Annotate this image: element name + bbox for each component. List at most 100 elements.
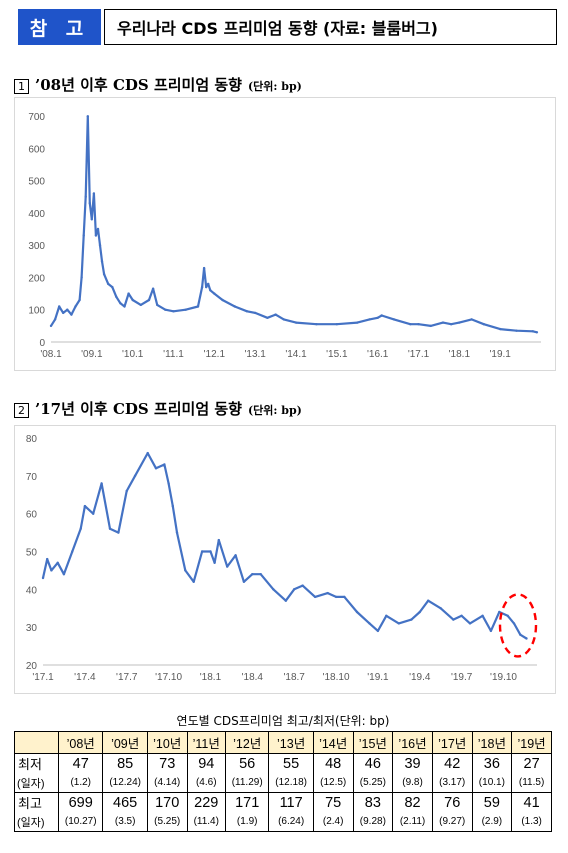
year-header: ’09년 — [102, 731, 148, 754]
x-tick-label: '10.1 — [122, 349, 144, 360]
min-date-label: (일자) — [14, 773, 59, 793]
data-point — [123, 305, 126, 308]
min-date: (5.25) — [352, 773, 394, 793]
data-point — [498, 610, 501, 614]
min-date: (11.29) — [224, 773, 270, 793]
table-header-corner — [14, 731, 59, 754]
max-date: (1.9) — [224, 812, 270, 832]
y-tick-label: 100 — [28, 306, 45, 317]
data-point — [233, 305, 236, 308]
section-1-number: 1 — [14, 79, 29, 94]
x-tick-label: '13.1 — [244, 349, 266, 360]
year-header: ’15년 — [352, 731, 394, 754]
data-point — [196, 305, 200, 308]
data-point — [397, 622, 400, 625]
max-value: 699 — [57, 792, 104, 813]
data-point — [376, 629, 380, 633]
data-point — [531, 330, 534, 333]
min-value: 36 — [471, 753, 513, 774]
min-date: (4.6) — [186, 773, 226, 793]
data-point — [151, 287, 155, 290]
max-date: (9.28) — [352, 812, 394, 832]
data-point — [92, 512, 95, 515]
min-value: 47 — [57, 753, 104, 774]
data-point — [56, 561, 59, 564]
max-value: 117 — [268, 792, 314, 813]
min-date: (12.24) — [102, 773, 148, 793]
max-label: 최고 — [14, 792, 59, 813]
section-1-unit: (단위: bp) — [247, 80, 302, 93]
year-header: ’16년 — [392, 731, 433, 754]
data-point — [207, 282, 210, 286]
data-point — [62, 311, 65, 315]
y-tick-label: 200 — [28, 273, 45, 284]
x-tick-label: '11.1 — [163, 349, 184, 360]
data-point — [259, 573, 262, 576]
x-tick-label: '18.7 — [283, 672, 305, 683]
data-point — [452, 618, 455, 621]
data-point — [209, 550, 212, 553]
data-point — [50, 569, 53, 572]
min-date: (9.8) — [392, 773, 433, 793]
data-point — [335, 323, 338, 326]
data-point — [525, 637, 528, 640]
data-point — [470, 318, 473, 321]
data-point — [94, 234, 98, 237]
min-value: 85 — [102, 753, 148, 774]
max-date: (5.25) — [146, 812, 188, 832]
min-label: 최저 — [14, 753, 59, 774]
max-date: (3.5) — [102, 812, 148, 832]
min-value: 46 — [352, 753, 394, 774]
table-body: 최저 47 85 73 94 56 55 48 46 39 42 36 27 (일자) (1.2) (12.2… — [14, 753, 552, 832]
data-point — [226, 565, 229, 568]
min-date: (12.5) — [312, 773, 354, 793]
data-point — [184, 569, 187, 572]
data-point — [133, 474, 137, 477]
data-point — [313, 595, 317, 599]
year-header: ’12년 — [224, 731, 270, 754]
x-tick-label: '17.7 — [116, 672, 138, 683]
min-value: 56 — [224, 753, 270, 774]
data-point — [356, 321, 359, 324]
min-value: 27 — [511, 753, 552, 774]
data-point — [221, 298, 224, 302]
data-point — [79, 527, 82, 530]
max-date: (9.27) — [431, 812, 473, 832]
x-tick-label: '18.1 — [200, 672, 222, 683]
max-date: (2.11) — [392, 812, 433, 832]
y-tick-label: 300 — [28, 241, 45, 252]
data-point — [254, 311, 257, 315]
chart-2008-svg: 0 100 200 300 400 500 600 700 '08.1 '09.1 '10.1 '11… — [28, 112, 541, 360]
data-point — [58, 305, 61, 308]
data-point — [326, 591, 329, 595]
reference-badge: 참 고 — [18, 9, 101, 45]
x-tick-label: '14.1 — [285, 349, 307, 360]
data-point — [409, 323, 412, 326]
y-tick-label: 500 — [28, 177, 45, 188]
data-point — [489, 629, 493, 633]
data-point — [171, 504, 174, 508]
table-caption: 연도별 CDS프리미엄 최고/최저(단위: bp) — [176, 714, 390, 728]
section-1-title: 1 ’08년 이후 CDS 프리미엄 동향 (단위: bp) — [14, 74, 302, 95]
data-point — [429, 324, 432, 328]
data-point — [368, 622, 371, 625]
x-tick-label: '19.1 — [367, 672, 389, 683]
data-point — [167, 482, 170, 485]
year-header: ’14년 — [312, 731, 354, 754]
data-point — [41, 576, 45, 580]
y-tick-label: 60 — [26, 510, 38, 521]
data-point — [272, 588, 275, 591]
year-header: ’10년 — [146, 731, 188, 754]
data-point — [460, 614, 463, 617]
min-value: 73 — [146, 753, 188, 774]
data-point — [53, 318, 57, 321]
data-point — [78, 298, 81, 302]
x-tick-label: '17.10 — [155, 672, 182, 683]
x-tick-label: '15.1 — [326, 349, 348, 360]
data-point — [266, 316, 269, 319]
data-point — [368, 318, 371, 321]
series-line — [50, 115, 538, 334]
data-point — [131, 298, 134, 302]
data-point — [154, 467, 158, 470]
data-point — [294, 321, 298, 324]
